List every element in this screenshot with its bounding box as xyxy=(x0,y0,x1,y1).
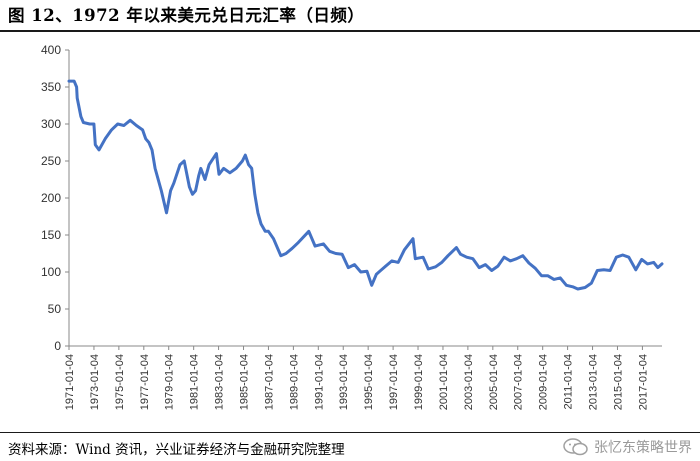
x-tick-label: 1975-01-04 xyxy=(114,354,126,410)
y-tick-label: 350 xyxy=(41,80,61,94)
x-tick-label: 1993-01-04 xyxy=(338,354,350,410)
x-tick-label: 1991-01-04 xyxy=(313,354,325,410)
chart-title: 图 12、1972 年以来美元兑日元汇率（日频） xyxy=(8,6,365,25)
x-tick-label: 1995-01-04 xyxy=(363,354,375,410)
x-tick-label: 1977-01-04 xyxy=(139,354,151,410)
usd-jpy-series-line xyxy=(67,79,664,291)
y-tick-label: 150 xyxy=(41,228,61,242)
x-tick-label: 1997-01-04 xyxy=(388,354,400,410)
x-tick-label: 1985-01-04 xyxy=(239,354,251,410)
x-tick-label: 1971-01-04 xyxy=(64,354,76,410)
y-tick-label: 400 xyxy=(41,43,61,57)
source-note: 资料来源：Wind 资讯，兴业证券经济与金融研究院整理 xyxy=(8,442,345,458)
x-tick-label: 2015-01-04 xyxy=(612,354,624,410)
x-tick-label: 1979-01-04 xyxy=(164,354,176,410)
y-tick-label: 200 xyxy=(41,191,61,205)
x-tick-label: 1981-01-04 xyxy=(189,354,201,410)
x-tick-label: 2011-01-04 xyxy=(563,354,575,409)
x-tick-label: 1989-01-04 xyxy=(288,354,300,410)
x-tick-label: 1987-01-04 xyxy=(263,354,275,410)
x-tick-label: 2003-01-04 xyxy=(463,354,475,410)
x-tick-label: 1973-01-04 xyxy=(89,354,101,410)
wechat-icon xyxy=(563,438,588,456)
y-tick-label: 0 xyxy=(54,339,61,353)
y-tick-label: 50 xyxy=(48,302,62,316)
watermark: 张忆东策略世界 xyxy=(562,437,692,457)
y-tick-label: 250 xyxy=(41,154,61,168)
y-tick-label: 100 xyxy=(41,265,61,279)
watermark-text: 张忆东策略世界 xyxy=(594,440,692,456)
x-tick-label: 2001-01-04 xyxy=(438,354,450,410)
x-tick-label: 2013-01-04 xyxy=(588,354,600,410)
top-rule xyxy=(0,30,700,32)
x-tick-label: 1999-01-04 xyxy=(413,354,425,410)
x-tick-label: 2007-01-04 xyxy=(513,354,525,410)
bottom-rule xyxy=(0,432,700,433)
x-tick-label: 1983-01-04 xyxy=(214,354,226,410)
x-tick-label: 2009-01-04 xyxy=(538,354,550,410)
x-tick-label: 2005-01-04 xyxy=(488,354,500,410)
x-tick-label: 2017-01-04 xyxy=(637,354,649,410)
y-tick-label: 300 xyxy=(41,117,61,131)
exchange-rate-chart: 0 50 100 150 200 250 300 350 400 1971-01-04 1973-0… xyxy=(41,43,664,410)
